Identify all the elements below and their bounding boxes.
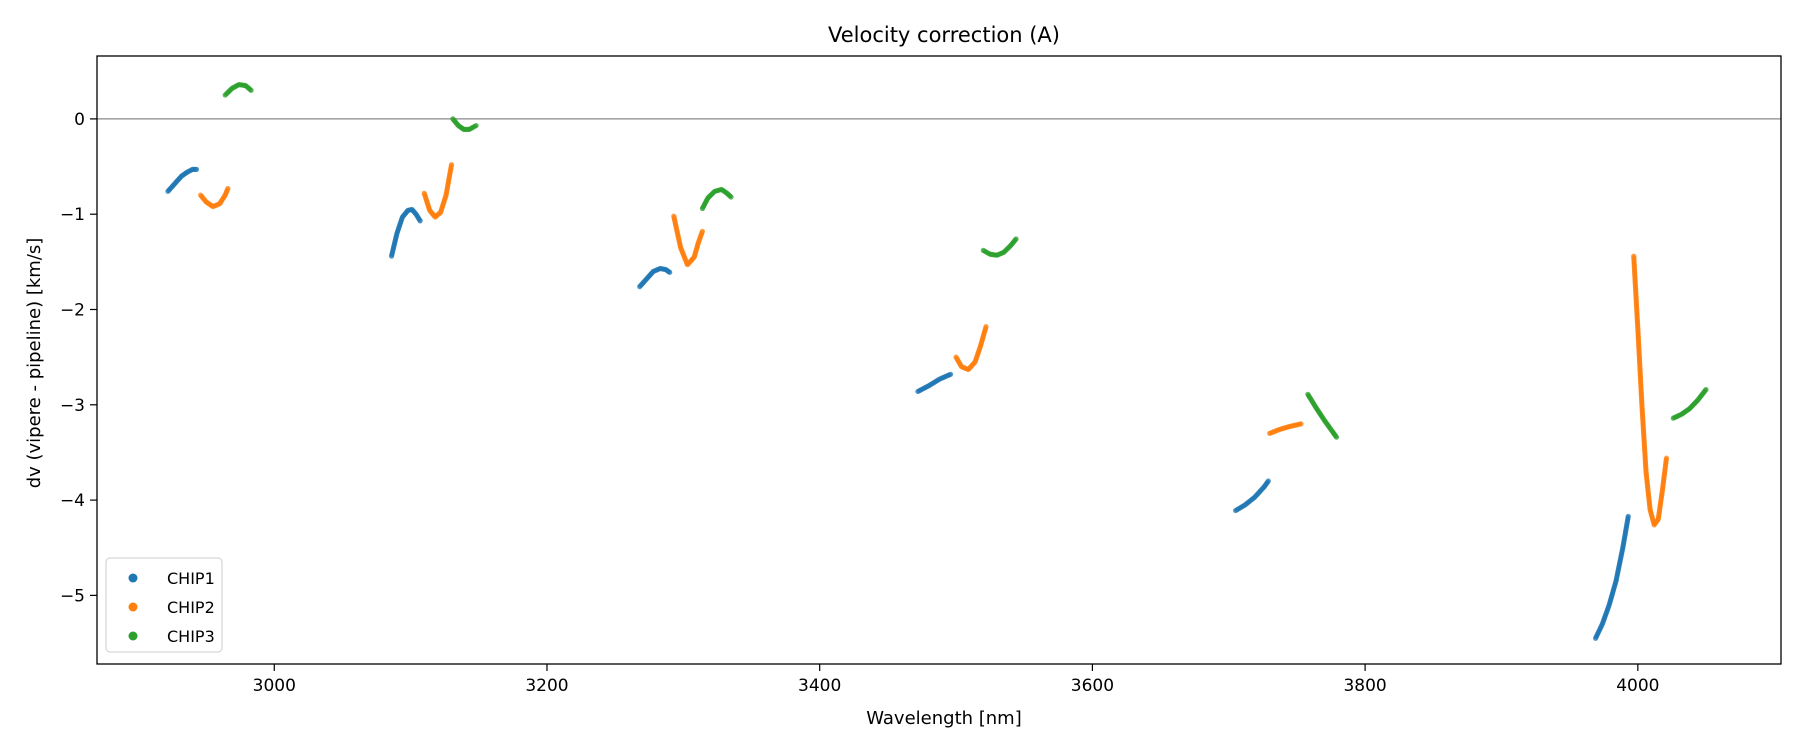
data-point <box>1013 236 1019 242</box>
x-tick-label: 3400 <box>798 676 841 696</box>
y-axis-label: dv (vipere - pipeline) [km/s] <box>24 238 45 489</box>
data-point <box>1265 478 1271 484</box>
data-point <box>1663 455 1670 461</box>
legend: CHIP1 CHIP2 CHIP3 <box>105 557 223 653</box>
data-point <box>728 194 734 200</box>
x-tick-label: 3000 <box>253 676 296 696</box>
data-point <box>193 166 200 172</box>
x-tick-label: 3800 <box>1343 676 1386 696</box>
x-tick-label: 3200 <box>525 676 568 696</box>
axes: 3000 3200 3400 3600 3800 4000 0 −1 −2 −3 −4 −5 <box>60 55 1782 696</box>
data-point <box>473 122 479 129</box>
legend-label-chip2: CHIP2 <box>167 598 215 617</box>
legend-marker-chip1 <box>128 573 138 583</box>
legend-label-chip1: CHIP1 <box>167 569 215 588</box>
data-point <box>417 218 423 224</box>
plot-area <box>97 81 1781 641</box>
y-tick-label: −1 <box>60 205 85 225</box>
y-tick-label: −3 <box>60 396 85 416</box>
legend-label-chip3: CHIP3 <box>167 627 215 646</box>
data-point <box>248 87 254 93</box>
data-point <box>699 228 706 234</box>
x-axis-label: Wavelength [nm] <box>866 708 1022 729</box>
data-point <box>225 185 231 192</box>
x-tick-label: 3600 <box>1071 676 1114 696</box>
series-chip2 <box>198 162 1670 528</box>
legend-marker-chip3 <box>128 631 138 641</box>
series-chip1 <box>165 166 1631 641</box>
data-point <box>448 162 455 168</box>
y-tick-label: 0 <box>74 110 85 130</box>
data-point <box>1625 513 1631 519</box>
y-tick-label: −5 <box>60 586 85 606</box>
data-point <box>1333 434 1340 440</box>
data-point <box>947 371 954 377</box>
plot-frame <box>96 55 1782 665</box>
legend-marker-chip2 <box>128 602 138 612</box>
data-point <box>1703 386 1709 393</box>
y-tick-label: −4 <box>60 491 85 511</box>
y-tick-label: −2 <box>60 300 85 320</box>
data-point <box>1298 421 1304 427</box>
series-chip3 <box>222 81 1709 440</box>
chart-title: Velocity correction (A) <box>828 23 1060 47</box>
x-tick-label: 4000 <box>1616 676 1659 696</box>
data-point <box>983 324 989 330</box>
data-point <box>667 269 673 275</box>
